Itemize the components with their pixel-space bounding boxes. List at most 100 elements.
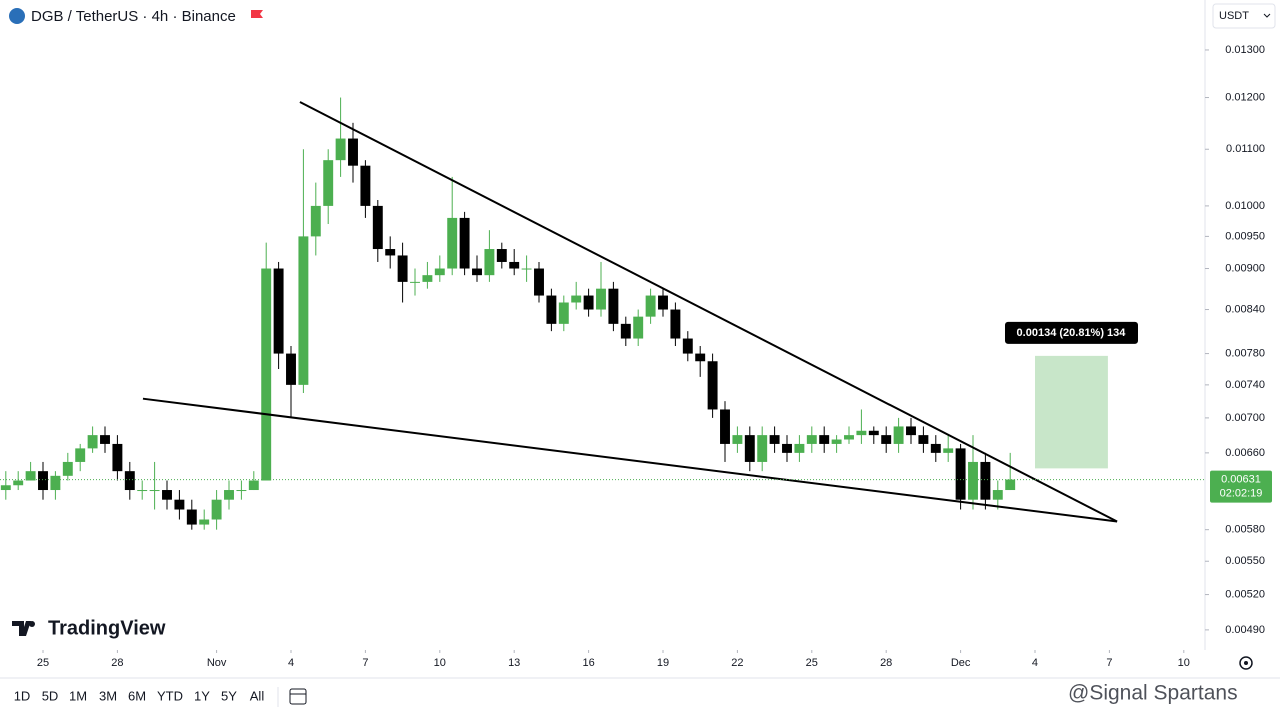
candle-body <box>50 475 61 491</box>
candle-body <box>13 480 24 486</box>
candle-body <box>546 295 557 324</box>
range-button[interactable]: 1D <box>14 688 31 703</box>
last-price-badge <box>1210 470 1272 503</box>
y-tick-label: 0.01000 <box>1225 200 1265 212</box>
y-tick-label: 0.00840 <box>1225 303 1265 315</box>
candle-body <box>596 288 606 310</box>
candle-body <box>707 361 718 410</box>
currency-label: USDT <box>1219 10 1249 22</box>
candle-body <box>422 275 433 282</box>
range-toolbar: 1D 5D 1M 3M 6M YTD 1Y 5Y All <box>14 688 265 703</box>
y-tick-label: 0.00520 <box>1225 588 1265 600</box>
x-tick-label: 7 <box>1106 657 1112 669</box>
candle-body <box>447 217 458 269</box>
currency-select[interactable] <box>1212 3 1276 29</box>
trendline <box>299 101 1118 523</box>
settings-icon-center <box>1244 661 1248 665</box>
range-button[interactable]: 6M <box>128 688 146 703</box>
candle-body <box>397 255 408 282</box>
candle-body <box>273 268 284 354</box>
candle-body <box>360 165 371 206</box>
candle-body <box>583 295 594 310</box>
candle-body <box>856 430 867 436</box>
candle-body <box>608 288 619 324</box>
date-range-icon[interactable] <box>289 688 307 705</box>
tv-logo <box>12 621 31 636</box>
candle-body <box>149 490 160 492</box>
candle-body <box>658 295 668 310</box>
countdown-label: 02:02:19 <box>1220 487 1263 499</box>
candle-body <box>186 509 197 525</box>
candle-body <box>298 236 309 385</box>
x-tick-label: Dec <box>951 657 971 669</box>
axes: 0.01300 0.01200 0.01100 0.01000 0.00950 0.009… <box>37 44 1272 669</box>
y-tick-label: 0.00780 <box>1225 347 1265 359</box>
candle-body <box>744 435 755 462</box>
candle-body <box>372 205 383 250</box>
candle-body <box>484 249 495 276</box>
candle-body <box>112 443 123 472</box>
y-tick-label: 0.00700 <box>1225 412 1265 424</box>
x-tick-label: 10 <box>1178 657 1190 669</box>
range-button[interactable]: 3M <box>99 688 117 703</box>
candle-body <box>670 309 681 339</box>
candle-body <box>831 439 842 444</box>
candle-body <box>496 249 507 262</box>
x-tick-label: 28 <box>111 657 123 669</box>
candle-body <box>1005 479 1016 491</box>
candle-body <box>521 268 532 270</box>
candle-body <box>472 268 482 276</box>
measure-label: 0.00134 (20.81%) 134 <box>1017 327 1127 339</box>
tv-logo-dot <box>29 621 35 627</box>
candle-body <box>943 448 954 453</box>
candle-body <box>248 480 259 491</box>
y-tick-label: 0.00950 <box>1225 230 1265 242</box>
symbol-title[interactable]: DGB / TetherUS · 4h · Binance <box>31 8 236 25</box>
measure-box <box>1034 355 1108 469</box>
trendline <box>142 397 1118 523</box>
candle-body <box>62 461 73 476</box>
y-tick-label: 0.00580 <box>1225 524 1265 536</box>
candle-body <box>286 353 296 385</box>
candle-body <box>199 519 210 525</box>
range-button[interactable]: 5Y <box>221 688 237 703</box>
candle-body <box>720 409 730 444</box>
candle-body <box>25 471 36 481</box>
candle-body <box>918 435 929 444</box>
brand-name: TradingView <box>48 617 166 639</box>
y-tick-label: 0.00550 <box>1225 555 1265 567</box>
y-tick-label: 0.01100 <box>1226 143 1265 155</box>
candle-body <box>819 435 830 444</box>
candle-body <box>310 205 321 237</box>
candle-body <box>806 435 817 444</box>
candle-body <box>633 316 644 339</box>
candle-body <box>509 261 520 269</box>
range-button[interactable]: YTD <box>157 688 183 703</box>
range-button[interactable]: 1Y <box>194 688 210 703</box>
range-button[interactable]: All <box>250 688 265 703</box>
x-tick-label: 10 <box>434 657 446 669</box>
candle-body <box>224 490 234 500</box>
x-tick-label: 7 <box>362 657 368 669</box>
candle-body <box>794 443 805 453</box>
range-button[interactable]: 5D <box>42 688 59 703</box>
y-tick-label: 0.00660 <box>1225 447 1265 459</box>
candle-body <box>174 499 185 510</box>
dropdown-chevron <box>1263 13 1271 18</box>
x-tick-label: 16 <box>582 657 594 669</box>
x-tick-label: 25 <box>806 657 818 669</box>
candle-body <box>261 268 272 481</box>
candle-body <box>459 217 470 269</box>
settings-icon[interactable] <box>1239 656 1253 670</box>
candle-body <box>410 281 420 283</box>
y-tick-label: 0.01300 <box>1225 44 1265 56</box>
range-button[interactable]: 1M <box>69 688 87 703</box>
candle-body <box>930 443 941 453</box>
candle-body <box>645 295 656 317</box>
x-tick-label: 22 <box>731 657 743 669</box>
candle-body <box>323 160 334 206</box>
x-tick-label: 25 <box>37 657 49 669</box>
flag-icon[interactable] <box>251 10 263 18</box>
candle-body <box>980 461 991 500</box>
